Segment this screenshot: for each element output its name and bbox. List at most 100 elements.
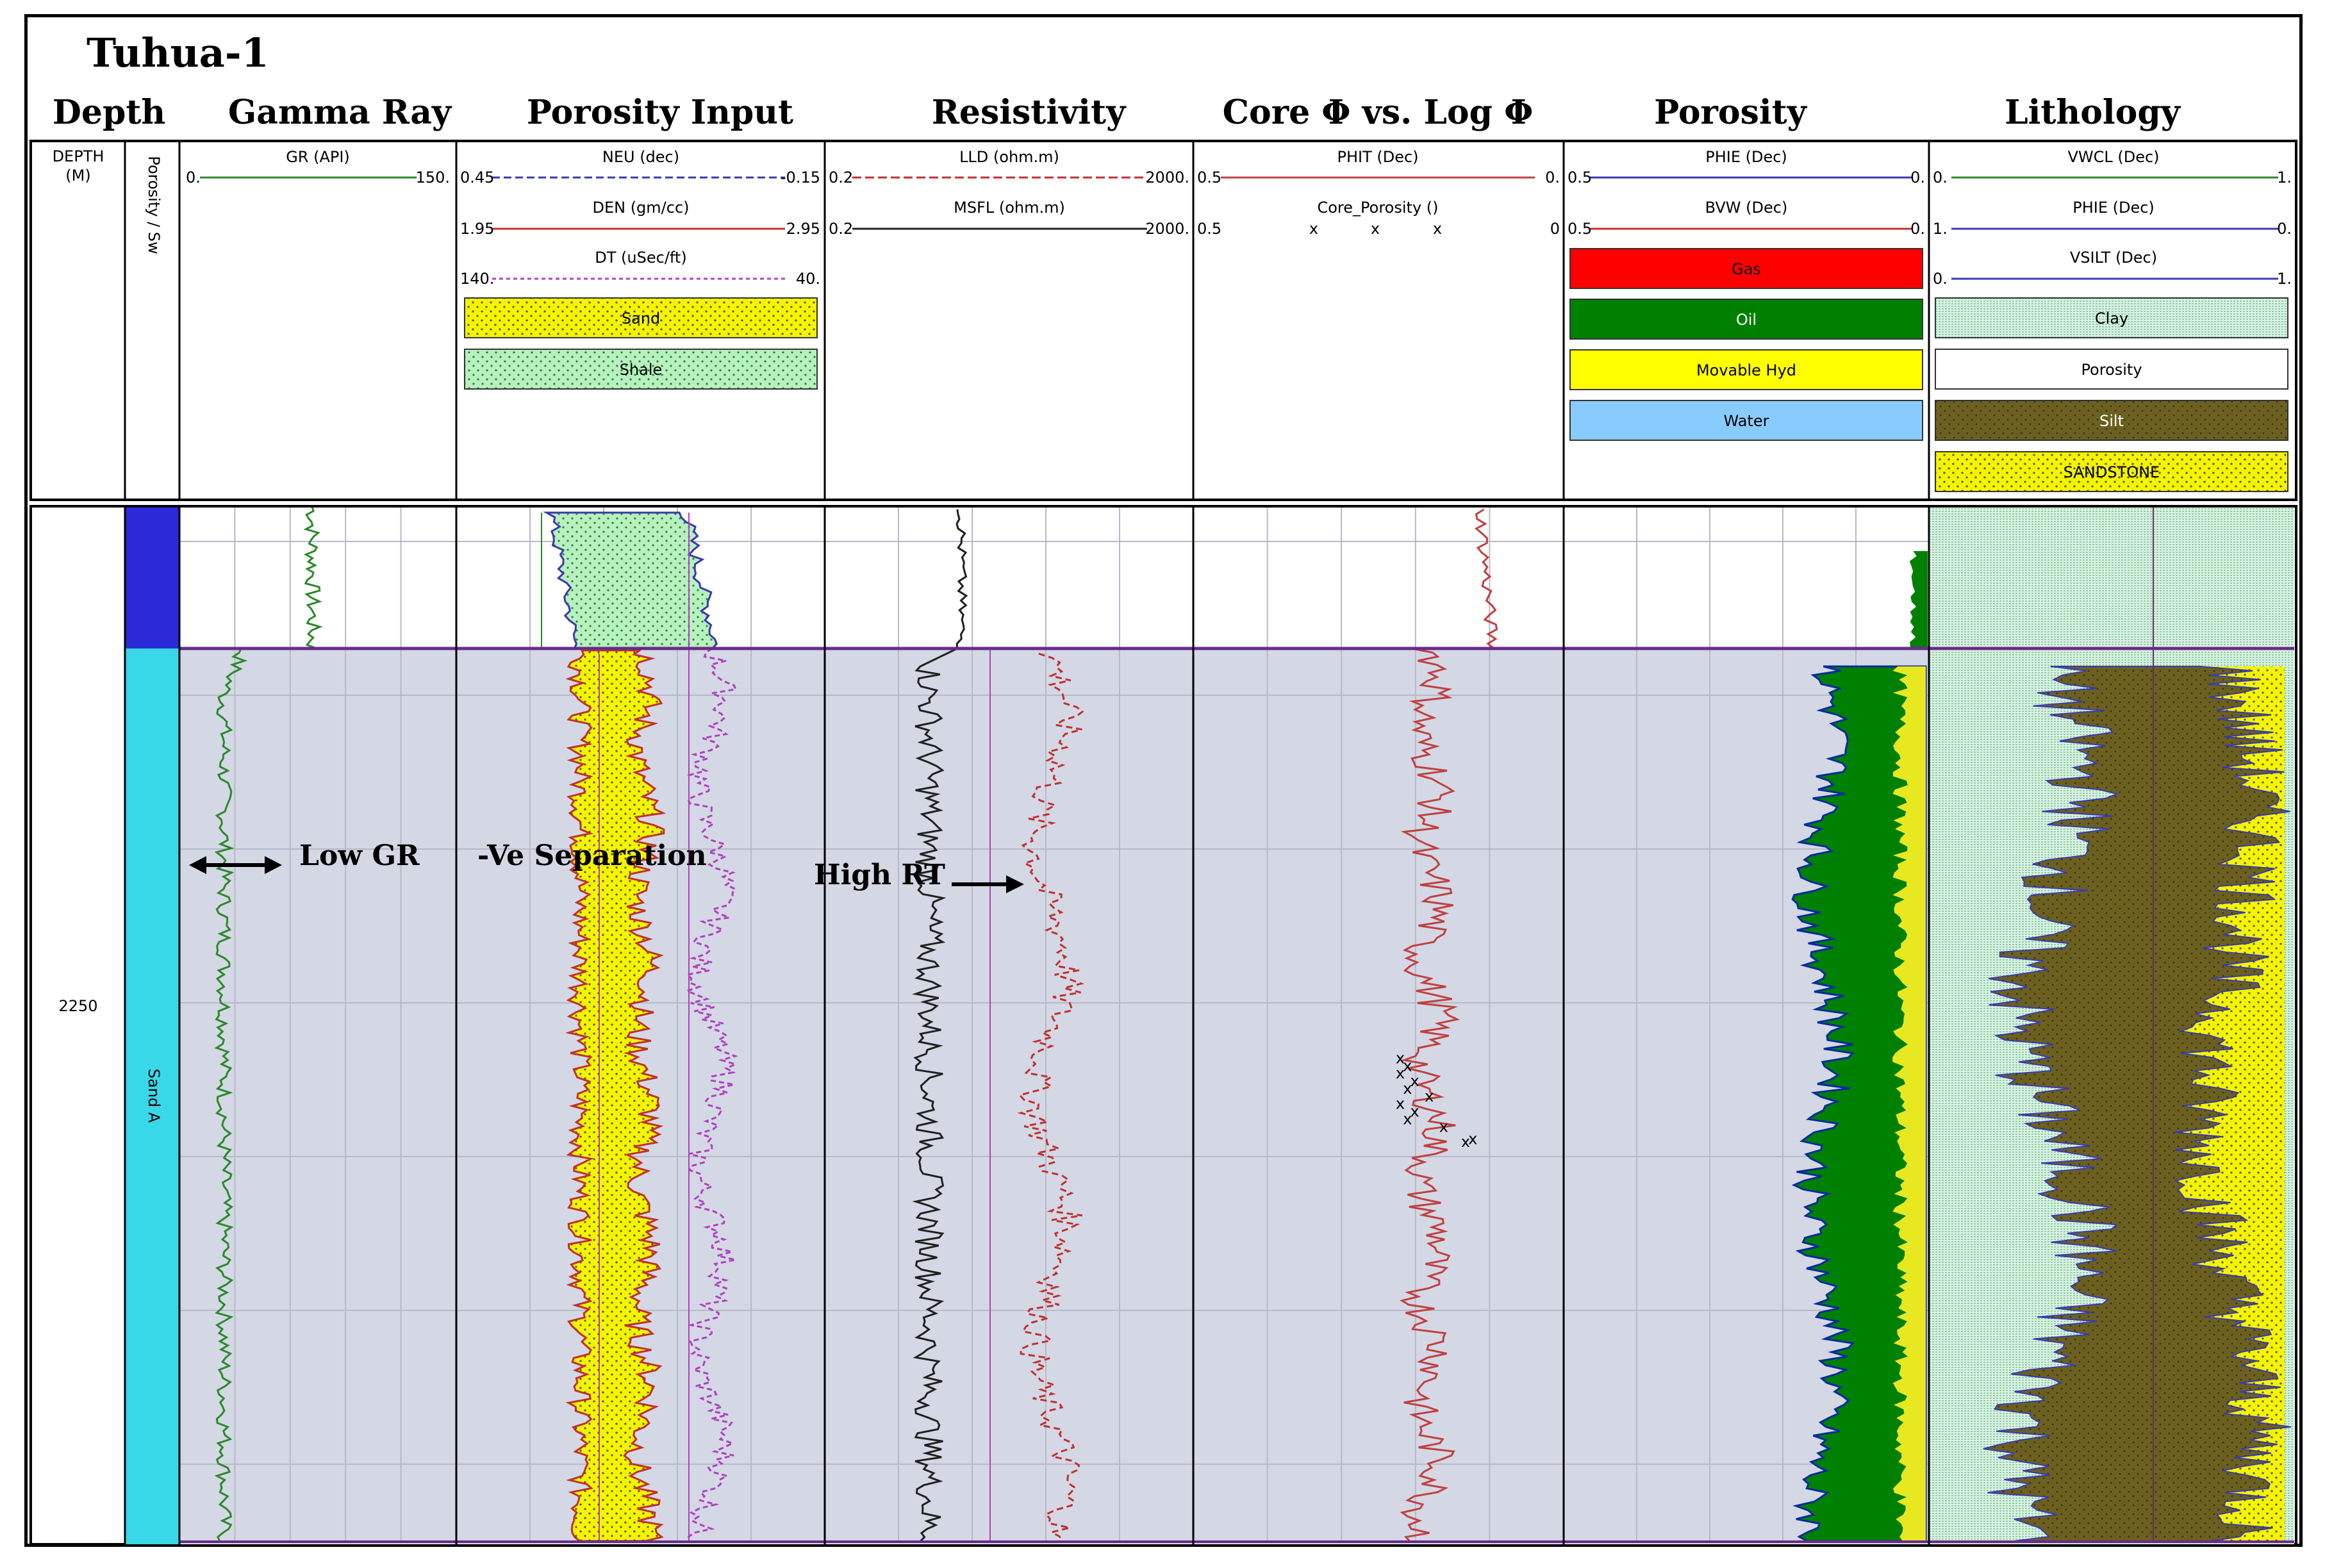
shale-fill-label: Shale [620,361,663,379]
vwcl-header-right: 1. [2277,169,2292,186]
gr-header-left: 0. [186,169,201,186]
track-title-lithology: Lithology [2005,93,2180,132]
den-header-label: DEN (gm/cc) [592,199,689,217]
neu-header-label: NEU (dec) [602,148,679,166]
depth-mnemonic: DEPTH [53,147,104,165]
msfl-header-left: 0.2 [829,220,853,238]
dt-curve [684,647,738,1542]
phit-curve [1400,508,1498,1542]
phie-lith-header-label: PHIE (Dec) [2073,199,2155,217]
oil-fill-label: Oil [1736,311,1757,329]
annotation-ve-separation: -Ve Separation [477,839,707,872]
core-header-left: 0.5 [1197,220,1221,238]
gr-header-right: 150. [416,169,450,186]
core-header-right: 0 [1550,220,1560,238]
track-title-gamma-ray: Gamma Ray [228,93,452,132]
gas-fill-label: Gas [1732,260,1761,278]
core-point: x [1403,1080,1412,1098]
dt-header-right: 40. [796,270,820,288]
phit-header-left: 0.5 [1197,169,1221,186]
core-header-marker-3: x [1433,220,1442,238]
core-point: x [1396,1064,1405,1082]
phit-header-label: PHIT (Dec) [1337,148,1418,166]
core-point: x [1425,1087,1434,1105]
depth-unit: (M) [65,167,90,185]
vsilt-header-right: 1. [2277,270,2292,288]
well-title: Tuhua-1 [87,29,269,76]
sand-a-zone-band [125,648,179,1544]
vwcl-header-left: 0. [1933,169,1948,186]
core-point: x [1468,1130,1477,1148]
vwcl-header-label: VWCL (Dec) [2067,148,2159,166]
phie-header-right: 0. [1910,169,1925,186]
sandstone-fill-swatch [1935,451,2288,492]
den-header-right: 2.95 [786,220,820,238]
water-fill-swatch [1569,400,1923,441]
gas-fill-swatch [1569,248,1923,289]
annotation-high-rt: High RT [814,859,945,891]
sand-fill-swatch [464,297,818,338]
log-body: Sand A 2250 xxx xx xx xx xxx [29,505,2297,1546]
bvw-header-label: BVW (Dec) [1705,199,1788,217]
lld-header-right: 2000. [1145,169,1189,186]
track-title-porosity-input: Porosity Input [526,93,794,132]
core-point: x [1439,1118,1448,1135]
bvw-header-right: 0. [1910,220,1925,238]
core-point: x [1403,1110,1412,1128]
phie-lith-header-right: 0. [2277,220,2292,238]
neu-header-right: -0.15 [781,169,820,186]
silt-fill-label: Silt [2099,412,2124,430]
sandstone-fill [2174,666,2291,1541]
high-rt-arrow [952,875,1024,893]
gr-curve [214,507,323,1542]
core-point: x [1410,1072,1419,1090]
core-header-marker-2: x [1371,220,1380,238]
core-porosity-points: xxx xx xx xx xxx [1396,1049,1477,1151]
movable-hyd-fill [1892,666,1926,1541]
water-fill-label: Water [1724,412,1769,430]
header-panel: DEPTH (M) Porosity / Sw GR (API) 0. 150.… [29,140,2297,501]
track-title-depth: Depth [52,93,166,132]
depth-tick-2250: 2250 [58,997,97,1015]
msfl-curve [912,509,968,1542]
track-title-porosity: Porosity [1654,93,1807,132]
track-title-resistivity: Resistivity [931,93,1126,132]
msfl-header-label: MSFL (ohm.m) [954,199,1065,217]
den-header-left: 1.95 [460,220,494,238]
phie-header-left: 0.5 [1568,169,1592,186]
core-point: x [1403,1057,1412,1075]
core-point: x [1396,1095,1405,1113]
clay-fill-label: Clay [2095,309,2128,327]
core-point: x [1461,1133,1470,1151]
phit-header-right: 0. [1545,169,1560,186]
dt-header-left: 140. [460,270,494,288]
zone-track-label: Porosity / Sw [145,156,163,254]
lld-curve [1017,652,1085,1542]
porosity-fill-label: Porosity [2081,361,2142,379]
neu-header-left: 0.45 [460,169,494,186]
silt-fill-swatch [1935,400,2288,441]
low-gr-arrow [189,856,282,874]
porosity-fill-swatch [1935,349,2288,390]
core-point: x [1396,1049,1405,1067]
shale-fill-swatch [464,349,818,390]
phie-lith-header-left: 1. [1933,220,1948,238]
sand-a-zone-label: Sand A [145,1069,163,1123]
annotation-low-gr: Low GR [299,839,420,872]
core-header-marker-1: x [1309,220,1318,238]
upper-porosity-spike [1909,551,1928,647]
gr-header-label: GR (API) [286,148,350,166]
sand-fill-label: Sand [622,309,660,327]
core-point: x [1410,1103,1419,1121]
oil-fill-swatch [1569,299,1923,340]
clay-fill-swatch [1935,297,2288,338]
msfl-header-right: 2000. [1145,220,1189,238]
upper-zone-band [125,508,179,648]
nd-sand-fill [565,649,666,1542]
lld-header-left: 0.2 [829,169,853,186]
movable-hyd-fill-swatch [1569,349,1923,390]
sandstone-fill-label: SANDSTONE [2064,463,2160,481]
phie-header-label: PHIE (Dec) [1705,148,1787,166]
vsilt-header-left: 0. [1933,270,1948,288]
lld-header-label: LLD (ohm.m) [959,148,1059,166]
